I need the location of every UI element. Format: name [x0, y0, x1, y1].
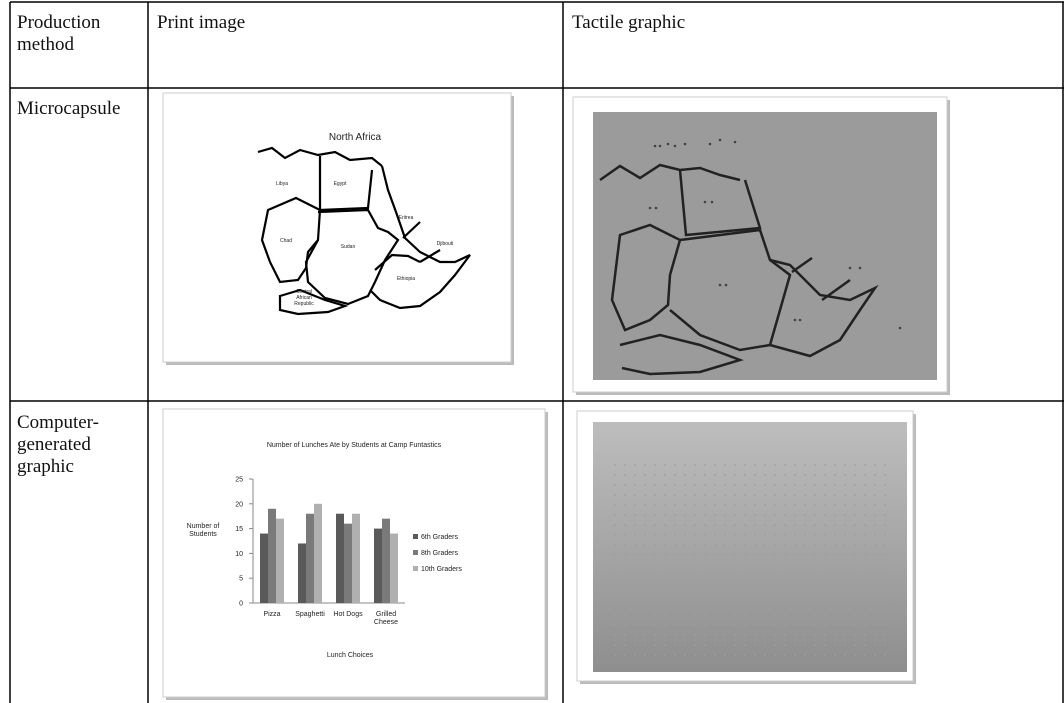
y-tick-label: 15: [235, 526, 243, 533]
bar: [352, 514, 360, 603]
bar: [344, 524, 352, 603]
x-tick-label: Hot Dogs: [328, 611, 368, 619]
bar: [260, 534, 268, 603]
y-tick-label: 25: [235, 477, 243, 484]
x-axis-label: Lunch Choices: [300, 652, 400, 660]
x-tick-label: Spaghetti: [290, 611, 330, 619]
y-tick-label: 10: [235, 551, 243, 558]
map-label: Chad: [274, 237, 298, 245]
artwork: 0 5 10 15 20 25 6th Graders 8th Graders 10th Gra…: [0, 0, 1064, 703]
map-label: Eritrea: [394, 214, 418, 222]
map-title: North Africa: [300, 132, 410, 144]
row-label: Computer-generated graphic: [17, 412, 127, 478]
legend-label: 8th Graders: [421, 550, 458, 557]
bar: [268, 509, 276, 603]
legend-swatch: [413, 534, 418, 539]
legend-label: 10th Graders: [421, 566, 462, 573]
bar: [276, 519, 284, 603]
chart-title: Number of Lunches Ate by Students at Cam…: [204, 442, 504, 450]
bar: [314, 504, 322, 603]
bar: [382, 519, 390, 603]
header-cell: Tactile graphic: [572, 12, 685, 34]
bar: [298, 543, 306, 603]
x-tick-label: Pizza: [252, 611, 292, 619]
y-tick-label: 20: [235, 501, 243, 508]
page: 0 5 10 15 20 25 6th Graders 8th Graders 10th Gra…: [0, 0, 1064, 703]
legend-label: 6th Graders: [421, 534, 458, 541]
y-tick-label: 0: [239, 601, 243, 608]
row-label: Microcapsule: [17, 98, 145, 120]
bar: [306, 514, 314, 603]
map-label: Central African Republic: [288, 289, 320, 307]
bar: [374, 529, 382, 603]
map-label: Ethiopia: [393, 275, 419, 283]
legend-swatch: [413, 550, 418, 555]
map-label: Sudan: [336, 243, 360, 251]
map-label: Djibouti: [433, 240, 457, 248]
header-cell: Print image: [157, 12, 245, 34]
bar: [336, 514, 344, 603]
header-cell: Production method: [17, 12, 142, 56]
map-label: Egypt: [328, 180, 352, 188]
x-tick-label: Grilled Cheese: [366, 611, 406, 627]
tactile-dots: [610, 460, 890, 660]
legend-swatch: [413, 566, 418, 571]
bar: [390, 534, 398, 603]
map-label: Libya: [270, 180, 294, 188]
y-axis-label: Number of Students: [180, 523, 226, 539]
y-tick-label: 5: [239, 576, 243, 583]
